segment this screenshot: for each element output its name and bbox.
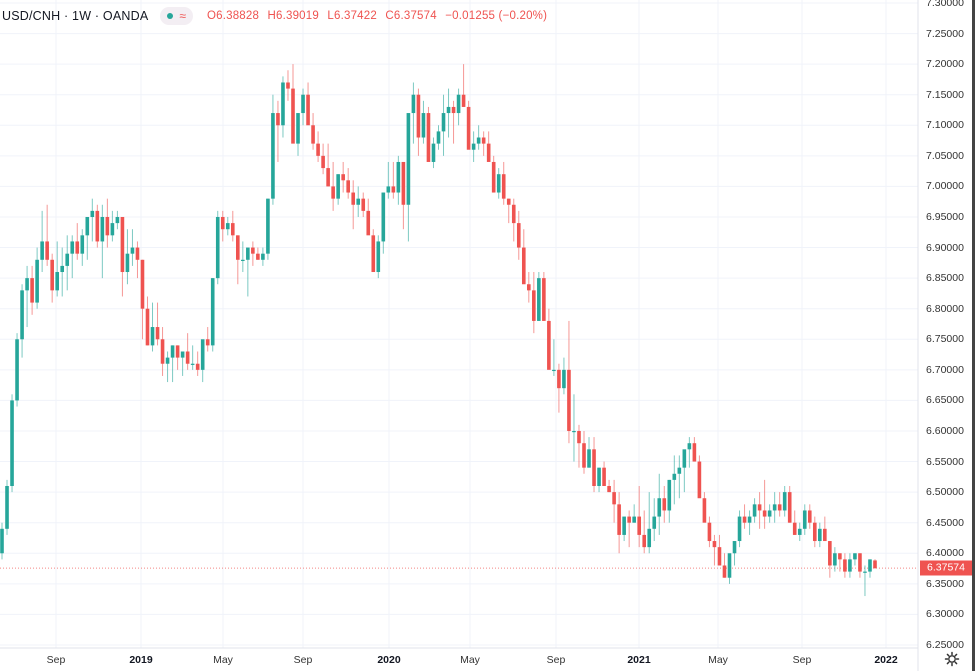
time-tick-label: May <box>708 654 728 666</box>
close-value: C6.37574 <box>385 10 437 22</box>
price-tick-label: 6.70000 <box>926 363 964 376</box>
high-value: H6.39019 <box>267 10 319 22</box>
time-tick-label: May <box>213 654 233 666</box>
time-tick-label: 2020 <box>377 654 401 666</box>
price-tick-label: 7.05000 <box>926 149 964 162</box>
price-tick-label: 7.00000 <box>926 180 964 193</box>
price-axis[interactable]: 7.30000 7.25000 7.20000 7.15000 7.10000 7.050… <box>918 0 975 651</box>
ohlc-values: O6.38828 H6.39019 L6.37422 C6.37574 −0.0… <box>207 10 552 22</box>
price-tick-label: 6.80000 <box>926 302 964 315</box>
status-pill[interactable]: ≈ <box>160 7 193 25</box>
time-tick-label: Sep <box>293 654 313 666</box>
market-open-dot-icon <box>167 13 174 19</box>
time-tick-label: Sep <box>792 654 812 666</box>
price-tick-label: 6.25000 <box>926 638 964 651</box>
time-tick-label: Sep <box>46 654 66 666</box>
time-tick-label: 2021 <box>627 654 651 666</box>
time-tick-label: 2019 <box>129 654 153 666</box>
price-tick-label: 6.60000 <box>926 424 964 437</box>
price-tick-label: 6.95000 <box>926 210 964 223</box>
time-axis[interactable]: Sep 2019 May Sep 2020 May Sep 2021 May Sep 2022 <box>0 648 918 671</box>
price-tick-label: 6.85000 <box>926 272 964 285</box>
window-edge <box>972 0 975 671</box>
price-tick-label: 7.20000 <box>926 58 964 71</box>
time-tick-label: May <box>460 654 480 666</box>
price-tick-label: 7.30000 <box>926 0 964 9</box>
last-price-tag: 6.37574 <box>920 560 972 576</box>
price-tick-label: 7.10000 <box>926 119 964 132</box>
price-tick-label: 6.30000 <box>926 608 964 621</box>
price-tick-label: 6.50000 <box>926 486 964 499</box>
price-tick-label: 7.25000 <box>926 27 964 40</box>
price-tick-label: 6.40000 <box>926 547 964 560</box>
price-tick-label: 7.15000 <box>926 88 964 101</box>
candlestick-series <box>0 64 877 597</box>
open-value: O6.38828 <box>206 10 260 22</box>
time-tick-label: Sep <box>546 654 566 666</box>
price-tick-label: 6.90000 <box>926 241 964 254</box>
price-tick-label: 6.35000 <box>926 577 964 590</box>
low-value: L6.37422 <box>327 10 377 22</box>
change-value: −0.01255 (−0.20%) <box>445 10 548 22</box>
gear-icon <box>944 651 960 667</box>
chart-settings-button[interactable] <box>944 651 960 667</box>
price-tick-label: 6.45000 <box>926 516 964 529</box>
price-tick-label: 6.65000 <box>926 394 964 407</box>
price-tick-label: 6.55000 <box>926 455 964 468</box>
approx-wave-icon: ≈ <box>179 9 186 23</box>
price-tick-label: 6.75000 <box>926 333 964 346</box>
time-tick-label: 2022 <box>874 654 898 666</box>
chart-legend: USD/CNH · 1W · OANDA ≈ O6.38828 H6.39019… <box>0 6 552 26</box>
symbol-label[interactable]: USD/CNH · 1W · OANDA <box>2 9 149 23</box>
